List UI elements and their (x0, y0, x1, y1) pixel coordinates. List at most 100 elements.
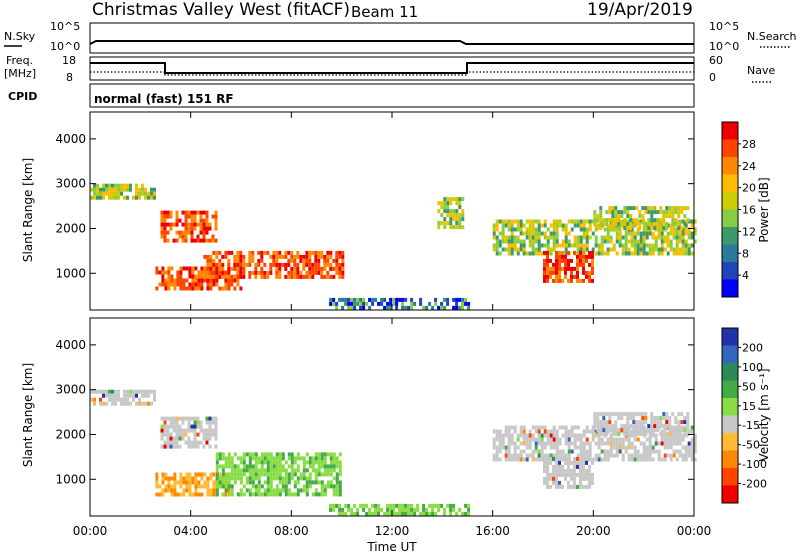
velocity-cell (257, 472, 261, 477)
power-cell (564, 254, 567, 259)
velocity-cell (636, 437, 640, 442)
power-cell (582, 278, 585, 283)
power-cell (564, 251, 568, 256)
velocity-cell (281, 480, 285, 485)
power-cell (275, 266, 279, 271)
power-cell (341, 250, 345, 255)
power-cell (687, 227, 691, 232)
power-cell (660, 231, 664, 236)
velocity-cell (281, 488, 285, 493)
power-colorbar-swatch (722, 244, 738, 263)
power-cell (163, 234, 167, 239)
velocity-cell (126, 389, 129, 394)
power-cell (190, 218, 194, 223)
power-cell (624, 247, 628, 252)
velocity-cell (215, 464, 219, 469)
power-cell (576, 270, 579, 275)
power-cell (669, 247, 673, 252)
power-cell (599, 218, 603, 223)
velocity-cell (227, 480, 231, 485)
velocity-cell (269, 476, 273, 481)
power-cell (202, 226, 206, 231)
power-cell (629, 214, 633, 219)
velocity-cell (674, 432, 678, 437)
velocity-cell (683, 420, 687, 425)
power-cell (233, 274, 237, 279)
power-cell (588, 274, 591, 279)
power-cell (579, 278, 582, 283)
power-cell (135, 187, 138, 192)
power-cell (522, 243, 526, 248)
velocity-cell (612, 437, 616, 442)
velocity-cell (534, 441, 538, 446)
velocity-cell (323, 488, 327, 493)
velocity-cell (599, 412, 603, 417)
velocity-cell (326, 480, 330, 485)
power-cell (600, 243, 604, 248)
velocity-cell (585, 425, 589, 430)
power-cell (205, 230, 209, 235)
velocity-cell (579, 480, 582, 485)
velocity-cell (272, 476, 276, 481)
velocity-cell (278, 480, 282, 485)
velocity-cell (464, 511, 468, 516)
velocity-cell (254, 484, 258, 489)
power-cell (296, 274, 300, 279)
power-cell (185, 278, 189, 283)
power-cell (135, 195, 138, 200)
velocity-cell (278, 456, 282, 461)
velocity-cell (275, 472, 279, 477)
power-cell (585, 235, 589, 240)
velocity-cell (674, 420, 678, 425)
power-cell (163, 230, 167, 235)
velocity-cell (221, 492, 225, 497)
power-cell (184, 214, 188, 219)
power-cell (386, 305, 390, 310)
power-cell (224, 286, 228, 291)
power-cell (611, 218, 615, 223)
velocity-cell (202, 436, 206, 441)
power-cell (606, 235, 610, 240)
power-cell (525, 235, 529, 240)
velocity-cell (254, 472, 258, 477)
velocity-cell (660, 437, 664, 442)
velocity-cell (272, 460, 276, 465)
velocity-cell (600, 441, 604, 446)
power-cell (123, 187, 126, 192)
velocity-colorbar-swatch (722, 485, 738, 504)
velocity-cell (620, 416, 624, 421)
velocity-cell (260, 468, 264, 473)
velocity-cell (635, 428, 639, 433)
power-cell (641, 206, 645, 211)
velocity-cell (323, 468, 327, 473)
power-cell (624, 251, 628, 256)
velocity-cell (588, 456, 591, 461)
noise-sky-line (89, 40, 694, 45)
power-cell (582, 266, 585, 271)
velocity-cell (266, 492, 270, 497)
power-cell (681, 235, 685, 240)
velocity-cell (326, 472, 330, 477)
power-cell (599, 210, 603, 215)
velocity-cell (495, 437, 499, 442)
power-cell (272, 254, 276, 259)
velocity-cell (123, 401, 126, 406)
velocity-cell (206, 484, 210, 489)
power-cell (633, 223, 637, 228)
velocity-cell (386, 507, 390, 512)
power-cell (338, 274, 342, 279)
velocity-cell (191, 476, 195, 481)
velocity-cell (564, 460, 567, 465)
velocity-cell (617, 428, 621, 433)
power-cell (296, 270, 300, 275)
velocity-cell (138, 389, 141, 394)
power-colorbar-swatch (722, 122, 738, 140)
power-cell (449, 201, 453, 206)
velocity-cell (323, 484, 327, 489)
velocity-cell (317, 468, 321, 473)
velocity-cell (175, 416, 179, 421)
power-cell (163, 222, 167, 227)
velocity-cell (599, 420, 603, 425)
power-cell (144, 187, 147, 192)
velocity-cell (648, 449, 652, 454)
